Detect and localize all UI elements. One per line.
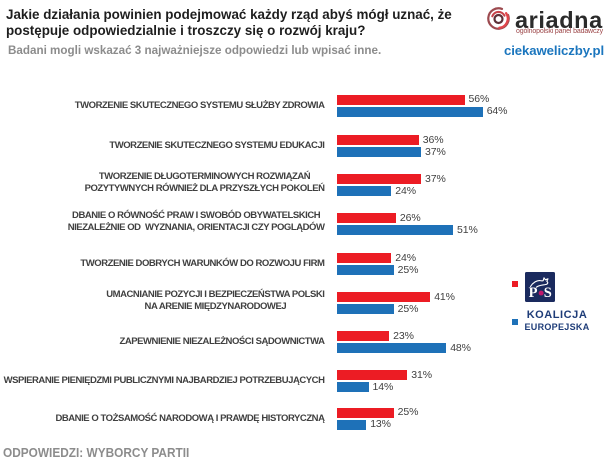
svg-text:S: S xyxy=(543,285,551,301)
svg-text:P: P xyxy=(528,285,537,301)
